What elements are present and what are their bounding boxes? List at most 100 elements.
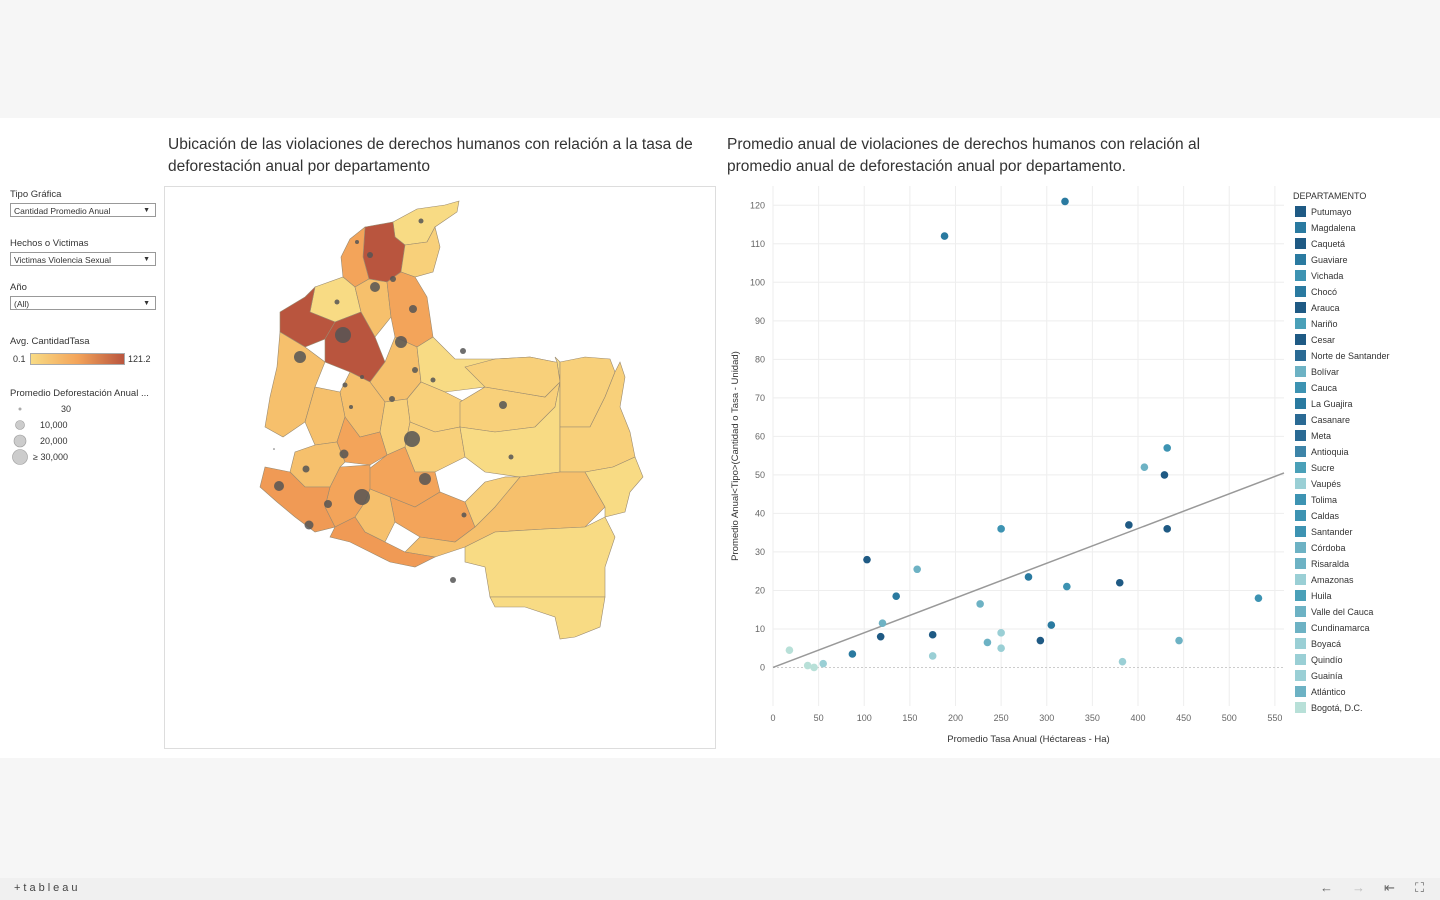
data-point[interactable] [997,644,1005,653]
legend-label: Vichada [1311,271,1344,281]
legend-item[interactable]: La Guajira [1295,398,1353,410]
legend-item[interactable]: Norte de Santander [1295,350,1390,362]
legend-item[interactable]: Valle del Cauca [1295,606,1373,618]
legend-label: Antioquia [1311,447,1349,457]
data-point[interactable] [976,600,984,608]
data-point[interactable] [1163,525,1171,533]
department-shape [264,331,326,438]
data-point[interactable] [1160,471,1169,479]
fullscreen-icon[interactable]: ⛶ [1415,880,1425,895]
anio-value: (All) [14,299,30,309]
data-point[interactable] [1140,463,1149,471]
redo-icon[interactable]: → [1352,880,1365,895]
department-shape [489,596,606,640]
legend-item[interactable]: Meta [1295,430,1331,442]
data-point[interactable] [1175,636,1183,645]
x-tick-label: 50 [814,713,824,723]
legend-label: Cauca [1311,383,1338,393]
map-title: Ubicación de las violaciones de derechos… [168,136,693,175]
hechos-victimas-label: Hechos o Victimas [10,238,89,249]
tableau-logo[interactable]: +tableau [14,882,81,894]
legend-item[interactable]: Bogotá, D.C. [1295,702,1363,714]
legend-item[interactable]: Arauca [1295,302,1340,314]
legend-item[interactable]: Antioquia [1295,446,1349,458]
legend-item[interactable]: Quindío [1295,654,1343,666]
legend-item[interactable]: Sucre [1295,462,1335,474]
legend-item[interactable]: Casanare [1295,414,1350,426]
y-tick-label: 40 [755,508,765,518]
scatter-points[interactable] [785,197,1263,672]
legend-item[interactable]: Cesar [1295,334,1335,346]
legend-item[interactable]: Caquetá [1295,238,1345,250]
data-point[interactable] [863,555,871,564]
colombia-map[interactable] [165,187,715,748]
legend-item[interactable]: Bolívar [1295,366,1339,378]
legend-item[interactable]: Guainía [1295,670,1343,682]
size-legend-circles [12,407,28,465]
legend-item[interactable]: Putumayo [1295,206,1352,218]
data-point[interactable] [878,619,887,627]
size-legend-item-3: 20,000 [40,436,68,446]
data-point[interactable] [785,646,794,654]
data-point[interactable] [810,663,818,672]
data-point[interactable] [1036,636,1045,645]
data-point[interactable] [892,592,900,601]
anio-select[interactable]: (All) ▼ [10,296,156,310]
legend-item[interactable]: Atlántico [1295,686,1346,698]
legend-swatch [1295,526,1306,537]
legend-item[interactable]: Tolima [1295,494,1337,506]
data-point[interactable] [1125,521,1133,529]
data-point[interactable] [997,629,1005,637]
legend-item[interactable]: Huila [1295,590,1332,602]
legend-label: Risaralda [1311,559,1350,569]
data-point[interactable] [983,638,992,647]
undo-icon[interactable]: ← [1320,880,1333,895]
legend-item[interactable]: Nariño [1295,318,1338,330]
data-point[interactable] [1163,444,1171,452]
legend-item[interactable]: Córdoba [1295,542,1346,554]
data-point[interactable] [848,650,857,658]
data-point[interactable] [819,659,827,668]
data-point[interactable] [1047,621,1056,629]
legend-swatch [1295,366,1306,377]
legend-label: Norte de Santander [1311,351,1390,361]
legend-item[interactable]: Vaupés [1295,478,1341,490]
data-point[interactable] [1115,578,1124,587]
legend-swatch [1295,350,1306,361]
y-tick-label: 10 [755,624,765,634]
legend-item[interactable]: Chocó [1295,286,1337,298]
legend-item[interactable]: Cauca [1295,382,1337,394]
data-point[interactable] [928,652,937,660]
legend-item[interactable]: Guaviare [1295,254,1348,266]
data-point[interactable] [997,525,1005,533]
scatter-chart[interactable]: 0 50 100 150 200 250 300 350 400 450 500 550 0 10 20 30… [728,186,1288,756]
legend-label: Santander [1311,527,1353,537]
legend-item[interactable]: Risaralda [1295,558,1349,570]
legend-item[interactable]: Boyacá [1295,638,1341,650]
departamento-legend-title: DEPARTAMENTO [1293,191,1367,201]
size-legend-title: Promedio Deforestación Anual ... [10,388,149,399]
legend-item[interactable]: Amazonas [1295,574,1354,586]
x-axis-label: Promedio Tasa Anual (Héctareas - Ha) [947,734,1109,745]
data-point[interactable] [928,630,937,639]
data-point[interactable] [1063,582,1071,591]
anio-label: Año [10,282,27,293]
hechos-victimas-select[interactable]: Victimas Violencia Sexual ▼ [10,252,156,266]
data-point[interactable] [1118,657,1127,666]
legend-item[interactable]: Caldas [1295,510,1339,522]
tipo-grafica-select[interactable]: Cantidad Promedio Anual ▼ [10,203,156,217]
legend-item[interactable]: Santander [1295,526,1353,538]
data-point[interactable] [913,565,921,574]
data-point[interactable] [876,632,885,641]
revert-icon[interactable]: ⇤ [1384,880,1395,895]
legend-item[interactable]: Magdalena [1295,222,1356,234]
map-panel[interactable] [164,186,716,749]
legend-item[interactable]: Cundinamarca [1295,622,1370,634]
legend-item[interactable]: Vichada [1295,270,1343,282]
data-point[interactable] [1254,594,1263,602]
data-point[interactable] [1061,197,1069,206]
data-point[interactable] [940,232,949,240]
data-point[interactable] [803,661,812,670]
data-point[interactable] [1024,573,1033,581]
legend-label: Sucre [1311,463,1335,473]
